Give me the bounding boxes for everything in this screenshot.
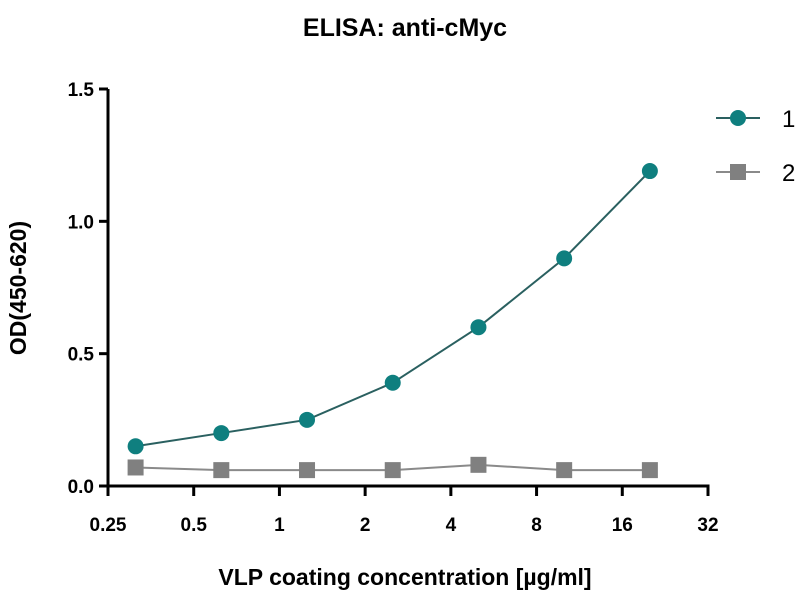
y-tick-label: 0.5 (68, 345, 95, 366)
series-1-point (213, 425, 230, 442)
y-tick-label: 1.0 (68, 212, 94, 233)
x-axis-label: VLP coating concentration [µg/ml] (218, 564, 591, 590)
chart-title: ELISA: anti-cMyc (303, 14, 507, 42)
series-1-point (127, 438, 144, 455)
series-1-line (135, 170, 651, 448)
series-1-point (299, 411, 316, 428)
series-1-point (384, 374, 401, 391)
series-1-point (641, 163, 658, 180)
series-2-point (556, 462, 573, 479)
x-tick-label: 2 (360, 515, 371, 536)
series-2-point (127, 459, 144, 476)
legend-label-2: 2 (782, 160, 795, 187)
y-tick-label: 0.0 (68, 477, 94, 498)
series-2-point (641, 462, 658, 479)
y-axis-label: OD(450-620) (5, 221, 31, 355)
x-tick-label: 4 (446, 515, 457, 536)
x-tick-label: 0.25 (90, 515, 127, 536)
series-2-point (384, 462, 401, 479)
series-1-point (470, 319, 487, 336)
legend-label-1: 1 (782, 106, 795, 133)
legend-marker-2 (730, 164, 746, 180)
x-tick-label: 16 (612, 515, 633, 536)
y-tick-label: 1.5 (68, 80, 95, 101)
series-2-point (470, 456, 487, 473)
series-2-point (299, 462, 316, 479)
x-tick-label: 1 (274, 515, 285, 536)
series-1-point (556, 250, 573, 267)
x-tick-label: 32 (697, 515, 718, 536)
series-2-point (213, 462, 230, 479)
legend-marker-1 (730, 110, 746, 126)
x-tick-label: 0.5 (181, 515, 208, 536)
x-tick-label: 8 (531, 515, 542, 536)
